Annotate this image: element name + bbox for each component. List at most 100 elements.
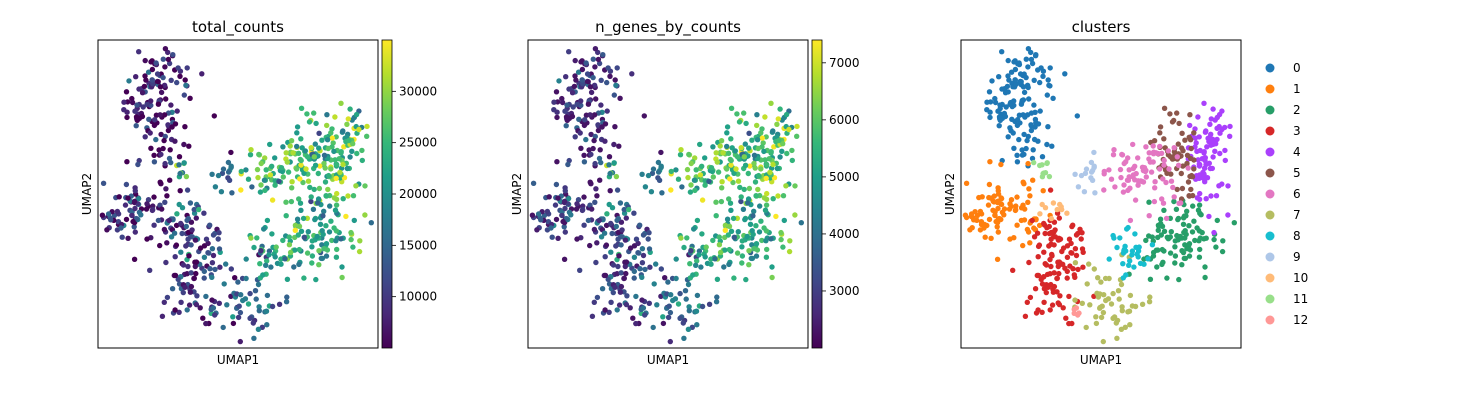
data-point [191,206,197,213]
data-point [294,166,300,172]
data-point [589,313,596,319]
data-point [184,65,190,71]
data-point [633,320,639,327]
data-point [659,190,665,196]
data-point [714,276,721,282]
data-point [680,320,686,326]
data-point [216,246,223,252]
data-point [640,252,647,259]
data-point [194,293,200,299]
data-point [706,301,713,307]
data-point [1075,266,1081,273]
data-point [612,77,618,83]
data-point [1161,105,1168,112]
data-point [312,162,319,168]
data-point [615,215,622,222]
data-point [688,160,694,167]
data-point [300,179,306,186]
data-point [175,65,181,71]
data-point [237,338,243,345]
data-point [173,222,180,229]
data-point [1100,338,1107,345]
data-point [1179,130,1185,136]
data-point [1073,305,1080,311]
data-point [266,252,272,258]
data-point [1079,230,1085,236]
data-point [1027,240,1033,246]
data-point [302,148,308,154]
data-point [129,212,135,219]
data-point [734,250,741,256]
data-point [694,322,700,328]
data-point [578,145,584,151]
data-point [982,234,988,240]
data-point [1159,196,1165,202]
data-point [1118,326,1125,332]
data-point [323,223,329,229]
data-point [278,256,284,262]
data-point [724,130,730,136]
data-point [1196,175,1202,181]
data-point [1038,276,1044,283]
data-point [563,74,569,80]
data-point [1055,237,1062,243]
data-point [646,300,652,306]
data-point [759,237,765,244]
data-point [1209,137,1215,144]
data-point [356,248,363,255]
y-axis-label: UMAP2 [943,173,957,215]
data-point [697,141,703,148]
data-point [1184,208,1190,214]
data-point [603,242,610,248]
data-point [353,183,359,189]
scatter-points [99,46,374,345]
data-point [161,226,168,233]
data-point [597,147,603,153]
data-point [631,254,638,260]
data-point [309,253,316,259]
data-point [639,297,645,303]
data-point [739,260,745,266]
legend-label: 8 [1293,229,1301,243]
data-point [298,105,305,112]
data-point [276,178,282,185]
data-point [1050,200,1057,206]
data-point [209,171,215,177]
data-point [288,138,295,144]
data-point [606,154,613,160]
data-point [1164,234,1171,240]
data-point [1135,155,1141,161]
data-point [738,194,744,200]
data-point [1086,261,1092,267]
data-point [602,138,608,144]
data-point [724,124,731,130]
data-point [162,160,168,167]
data-point [1165,148,1172,154]
data-point [203,320,209,327]
data-point [339,274,345,281]
data-point [1011,145,1017,151]
data-point [1135,254,1141,260]
data-point [1080,264,1086,270]
data-point [295,232,301,238]
data-point [721,264,727,270]
data-point [1146,213,1152,219]
data-point [165,127,172,134]
data-point [639,274,645,280]
data-point [554,109,560,115]
data-point [715,169,722,175]
data-point [350,193,357,199]
data-point [1039,162,1045,168]
data-point [168,234,175,240]
data-point [1015,117,1021,123]
panel-title: total_counts [192,18,284,37]
colorbar-tick-label: 5000 [829,170,860,184]
data-point [184,187,191,193]
data-point [1119,304,1125,310]
data-point [1200,169,1206,176]
data-point [699,197,706,203]
data-point [1211,236,1217,243]
legend-marker [1265,189,1275,199]
data-point [749,137,755,143]
